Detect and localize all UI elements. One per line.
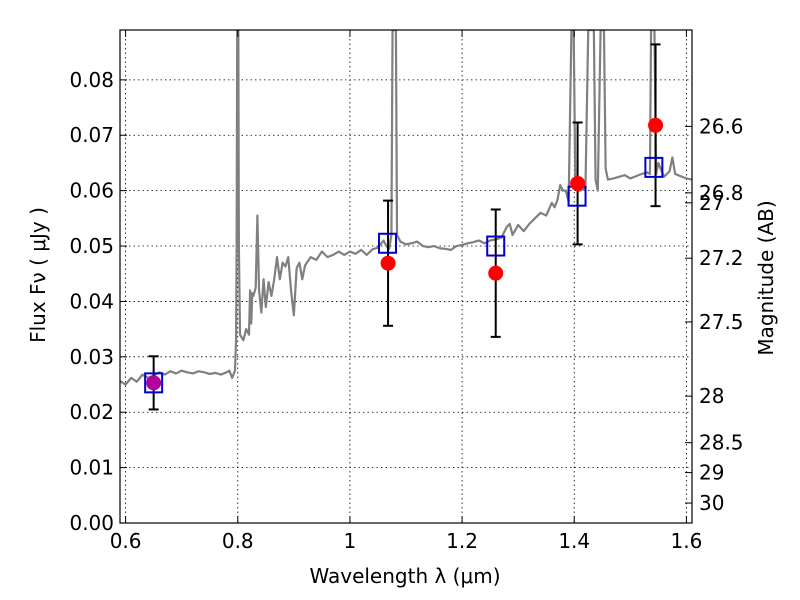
y-axis-right: 26.6 26.827 27.2 27.5 28 28.5 29 30 (685, 114, 744, 515)
plot-area (120, 30, 692, 411)
y-tick-label: 0.07 (69, 123, 114, 147)
mag-tick-label: 28 (699, 384, 724, 408)
model-point (644, 156, 664, 178)
y-axis-left: 0.00 0.01 0.02 0.03 0.04 0.05 0.06 0.07 0.08 (69, 68, 127, 535)
x-tick-label: 0.8 (222, 529, 254, 553)
y-tick-label: 0.01 (69, 456, 114, 480)
mag-tick-label: 27.5 (699, 310, 744, 334)
mag-tick-label: 27 (699, 191, 724, 215)
mag-tick-label: 30 (699, 491, 724, 515)
x-axis-title: Wavelength λ (μm) (309, 564, 500, 588)
y-axis-title: Flux Fν ( μJy ) (26, 207, 50, 343)
x-tick-label: 1.6 (670, 529, 702, 553)
y-tick-label: 0.08 (69, 68, 114, 92)
x-tick-label: 0.6 (110, 529, 142, 553)
observed-point (570, 175, 586, 191)
model-point (486, 235, 506, 257)
x-tick-label: 1 (344, 529, 357, 553)
observed-point (146, 375, 162, 391)
observed-point (648, 117, 664, 133)
x-tick-label: 1.4 (558, 529, 590, 553)
mag-tick-label: 26.8 (699, 181, 744, 205)
mag-tick-label: 26.6 (699, 114, 744, 138)
y-tick-label: 0.00 (69, 511, 114, 535)
y-tick-label: 0.03 (69, 345, 114, 369)
observed-point (488, 265, 504, 281)
y-tick-label: 0.05 (69, 234, 114, 258)
x-tick-label: 1.2 (446, 529, 478, 553)
observed-point (380, 255, 396, 271)
y-tick-label: 0.02 (69, 400, 114, 424)
mag-tick-label: 29 (699, 461, 724, 485)
mag-tick-label: 27.2 (699, 246, 744, 270)
model-point (377, 232, 397, 254)
model-point (144, 372, 164, 394)
mag-tick-label: 28.5 (699, 431, 744, 455)
y-tick-label: 0.04 (69, 289, 114, 313)
y-tick-label: 0.06 (69, 179, 114, 203)
y-axis-right-title: Magnitude (AB) (754, 200, 778, 355)
grid (120, 30, 692, 523)
x-axis: 0.6 0.8 1 1.2 1.4 1.6 (110, 30, 702, 553)
spectrum-line (120, 30, 692, 386)
plot-frame (119, 29, 693, 524)
